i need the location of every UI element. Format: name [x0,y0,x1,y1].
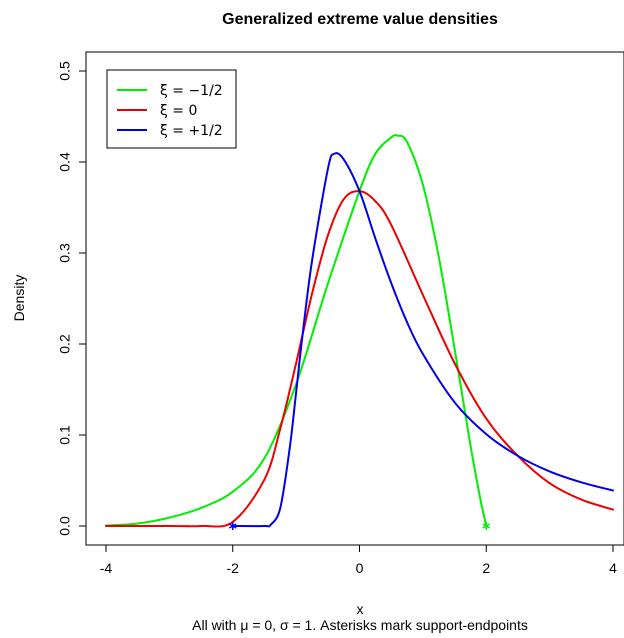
y-tick-label: 0.4 [57,152,73,172]
endpoint-marker-0 [228,522,237,530]
y-tick-label: 0.0 [57,516,73,536]
y-tick-label: 0.2 [57,334,73,354]
y-tick-label: 0.1 [57,425,73,445]
series-line-1 [105,190,614,528]
legend-label-1: ξ = 0 [160,103,197,119]
x-axis-label: x [357,601,364,617]
legend-label-0: ξ = −1/2 [160,83,223,99]
y-axis: 0.0 0.1 0.2 0.3 0.4 0.5 [57,61,87,536]
endpoint-marker-1 [482,522,491,530]
chart-title: Generalized extreme value densities [222,11,498,28]
legend: ξ = −1/2 ξ = 0 ξ = +1/2 [106,69,237,149]
x-tick-label: -2 [227,560,240,576]
endpoint-markers [228,522,491,530]
series-line-0 [105,134,488,527]
series-lines [105,134,614,528]
y-tick-label: 0.3 [57,243,73,263]
x-tick-label: -4 [100,560,113,576]
x-axis: -4 -2 0 2 4 [100,544,617,576]
x-axis-subtitle: All with μ = 0, σ = 1. Asterisks mark su… [192,617,528,633]
x-tick-label: 2 [482,560,490,576]
series-line-2 [231,152,614,528]
x-tick-label: 0 [356,560,364,576]
legend-label-2: ξ = +1/2 [160,123,223,139]
y-axis-label: Density [11,275,27,322]
x-tick-label: 4 [609,560,617,576]
y-tick-label: 0.5 [57,61,73,81]
